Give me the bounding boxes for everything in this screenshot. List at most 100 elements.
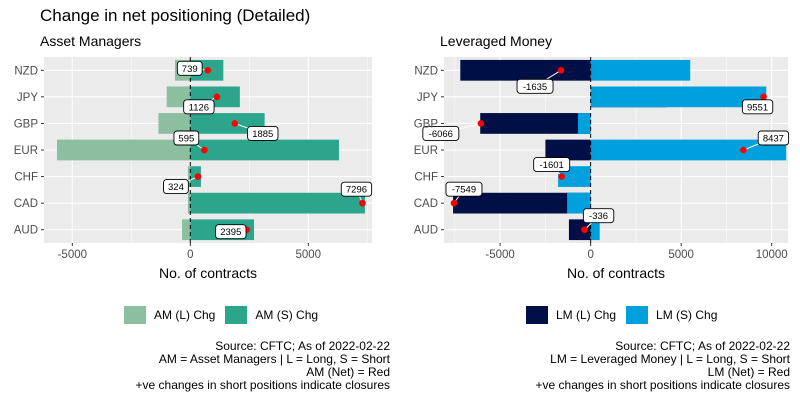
net-label-box <box>741 99 774 115</box>
net-label: -336 <box>589 211 608 222</box>
net-point-chf <box>194 173 202 180</box>
panel-subtitle: Leveraged Money <box>440 33 552 49</box>
legend-item-lm-short: LM (S) Chg <box>626 306 717 324</box>
net-point-gbp <box>231 120 239 127</box>
y-tick-label: GBP <box>14 118 39 130</box>
net-label: -1635 <box>523 82 547 93</box>
y-tick-label: AUD <box>414 225 438 237</box>
net-label: 8437 <box>763 134 784 145</box>
legend-item-lm-long: LM (L) Chg <box>526 306 616 324</box>
bar-long-cad <box>187 192 191 214</box>
legend-swatch-am-short <box>225 306 248 324</box>
bar-long-gbp <box>480 113 591 134</box>
net-point-jpy <box>760 93 767 101</box>
x-tick-label: -5000 <box>58 249 87 261</box>
net-label: 7296 <box>346 185 367 196</box>
bar-short-eur <box>190 139 339 161</box>
y-tick-label: CAD <box>14 198 38 210</box>
bar-long-aud <box>568 219 591 241</box>
footnote-line: Source: CFTC; As of 2022-02-22 <box>615 339 790 353</box>
net-label-box <box>516 78 554 94</box>
legend-swatch-lm-long <box>526 306 548 324</box>
footnote-line: LM = Leveraged Money | L = Long, S = Sho… <box>550 352 790 366</box>
bar-short-gbp <box>577 113 591 134</box>
net-point-nzd <box>204 66 212 74</box>
x-tick-label: 5000 <box>295 249 321 261</box>
chart-title: Change in net positioning (Detailed) <box>40 6 311 25</box>
net-label: 1126 <box>189 102 209 113</box>
net-label-box <box>183 99 215 115</box>
bar-short-cad <box>567 192 591 214</box>
bar-long-chf <box>187 166 191 187</box>
net-label: 739 <box>182 64 198 75</box>
legend-asset-managers: AM (L) Chg AM (S) Chg <box>124 306 328 324</box>
net-point-eur <box>201 146 208 154</box>
bar-long-cad <box>453 192 591 214</box>
y-tick-label: CHF <box>414 172 438 184</box>
footnote-leveraged-money: Source: CFTC; As of 2022-02-22 LM = Leve… <box>536 340 790 392</box>
net-label-box <box>340 181 373 197</box>
net-point-jpy <box>213 93 221 101</box>
footnote-line: +ve changes in short positions indicate … <box>135 378 390 392</box>
footnote-asset-managers: Source: CFTC; As of 2022-02-22 AM = Asse… <box>136 340 390 392</box>
legend-item-am-long: AM (L) Chg <box>124 306 215 324</box>
net-label: -1601 <box>540 160 564 171</box>
bar-long-eur <box>545 139 591 161</box>
bar-short-cad <box>190 192 365 214</box>
net-label-box <box>173 130 200 146</box>
y-tick-label: NZD <box>14 65 38 77</box>
y-tick-label: NZD <box>414 65 438 77</box>
bar-long-eur <box>56 139 191 161</box>
net-label-box <box>533 157 571 173</box>
footnote-line: AM (Net) = Red <box>306 365 390 379</box>
y-tick-label: AUD <box>14 225 38 237</box>
x-tick-label: 10000 <box>756 249 788 261</box>
net-point-eur <box>740 146 747 154</box>
net-label: 324 <box>168 182 184 193</box>
bar-short-jpy <box>590 86 767 108</box>
x-tick-label: -5000 <box>485 249 514 261</box>
legend-label-am-short: AM (S) Chg <box>255 308 319 322</box>
y-tick-label: JPY <box>417 92 438 104</box>
net-label-box <box>582 208 615 224</box>
bar-long-aud <box>182 219 191 241</box>
net-point-aud <box>581 226 588 234</box>
net-point-gbp <box>477 120 485 127</box>
y-tick-label: EUR <box>14 145 38 157</box>
x-tick-label: 5000 <box>668 249 694 261</box>
y-tick-label: CAD <box>414 198 438 210</box>
footnote-line: +ve changes in short positions indicate … <box>535 378 790 392</box>
net-label-box <box>163 179 189 195</box>
footnote-line: LM (Net) = Red <box>707 365 790 379</box>
panel-subtitle: Asset Managers <box>40 33 141 49</box>
footnote-line: AM = Asset Managers | L = Long, S = Shor… <box>158 352 390 366</box>
net-point-nzd <box>557 66 565 74</box>
net-label: 2395 <box>220 227 241 238</box>
net-label-box <box>422 125 460 141</box>
net-point-cad <box>359 199 366 207</box>
net-label-box <box>176 60 203 76</box>
net-label: -6066 <box>429 129 453 140</box>
legend-item-am-short: AM (S) Chg <box>225 306 318 324</box>
net-label-box <box>215 224 247 240</box>
footnote-line: Source: CFTC; As of 2022-02-22 <box>215 339 390 353</box>
bar-long-nzd <box>460 59 591 81</box>
x-axis-label: No. of contracts <box>159 265 257 281</box>
net-label: 1885 <box>252 129 273 140</box>
net-label: 9551 <box>747 102 768 113</box>
bar-short-gbp <box>190 113 265 134</box>
net-point-cad <box>450 199 458 207</box>
net-label-box <box>757 130 790 146</box>
legend-leveraged-money: LM (L) Chg LM (S) Chg <box>526 306 727 324</box>
legend-swatch-am-long <box>124 306 146 324</box>
y-tick-label: GBP <box>414 118 439 130</box>
x-tick-label: 0 <box>587 249 593 261</box>
net-label-box <box>247 125 279 141</box>
x-axis-label: No. of contracts <box>567 265 665 281</box>
net-label: -7549 <box>452 185 476 196</box>
net-point-chf <box>558 173 565 180</box>
legend-label-lm-long: LM (L) Chg <box>556 308 617 322</box>
y-tick-label: CHF <box>14 172 38 184</box>
